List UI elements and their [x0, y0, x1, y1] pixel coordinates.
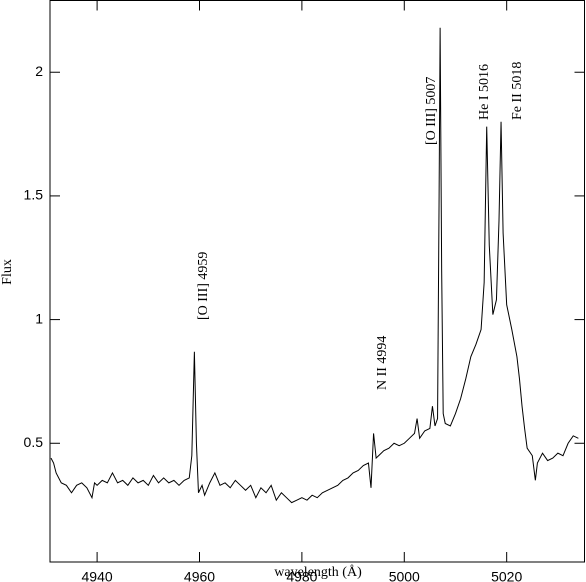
line-annotation: Fe II 5018	[510, 62, 525, 120]
spectrum-line	[50, 27, 579, 504]
y-tick-label: 1	[35, 310, 43, 326]
plot-frame	[49, 0, 585, 563]
x-tick-label: 4980	[286, 569, 317, 582]
line-annotation: [O III] 5007	[424, 77, 439, 145]
x-axis-label: wavelength (Å)	[274, 564, 362, 580]
y-tick-label: 2	[35, 63, 43, 79]
x-tick-label: 5000	[389, 569, 420, 582]
x-tick-label: 5020	[491, 569, 522, 582]
line-annotation: N II 4994	[375, 336, 390, 390]
y-axis-label: Flux	[0, 259, 15, 285]
y-tick-label: 1.5	[24, 187, 44, 203]
x-tick-label: 4960	[184, 569, 215, 582]
y-tick-label: 0.5	[24, 434, 44, 450]
x-tick-label: 4940	[82, 569, 113, 582]
line-annotation: He I 5016	[477, 64, 492, 120]
line-annotation: [O III] 4959	[196, 252, 211, 320]
